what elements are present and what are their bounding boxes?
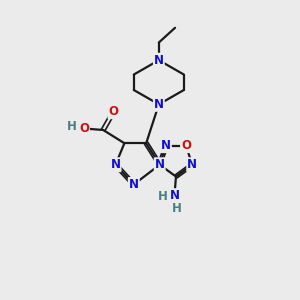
Text: H: H bbox=[67, 120, 77, 133]
Text: N: N bbox=[169, 189, 179, 202]
Text: N: N bbox=[154, 54, 164, 67]
Text: O: O bbox=[109, 105, 118, 118]
Text: N: N bbox=[154, 98, 164, 111]
Text: N: N bbox=[161, 139, 171, 152]
Text: N: N bbox=[110, 158, 121, 171]
Text: N: N bbox=[129, 178, 139, 191]
Text: H: H bbox=[158, 190, 168, 203]
Text: N: N bbox=[155, 158, 165, 171]
Text: O: O bbox=[79, 122, 89, 135]
Text: N: N bbox=[187, 158, 197, 171]
Text: O: O bbox=[181, 139, 191, 152]
Text: H: H bbox=[172, 202, 182, 214]
